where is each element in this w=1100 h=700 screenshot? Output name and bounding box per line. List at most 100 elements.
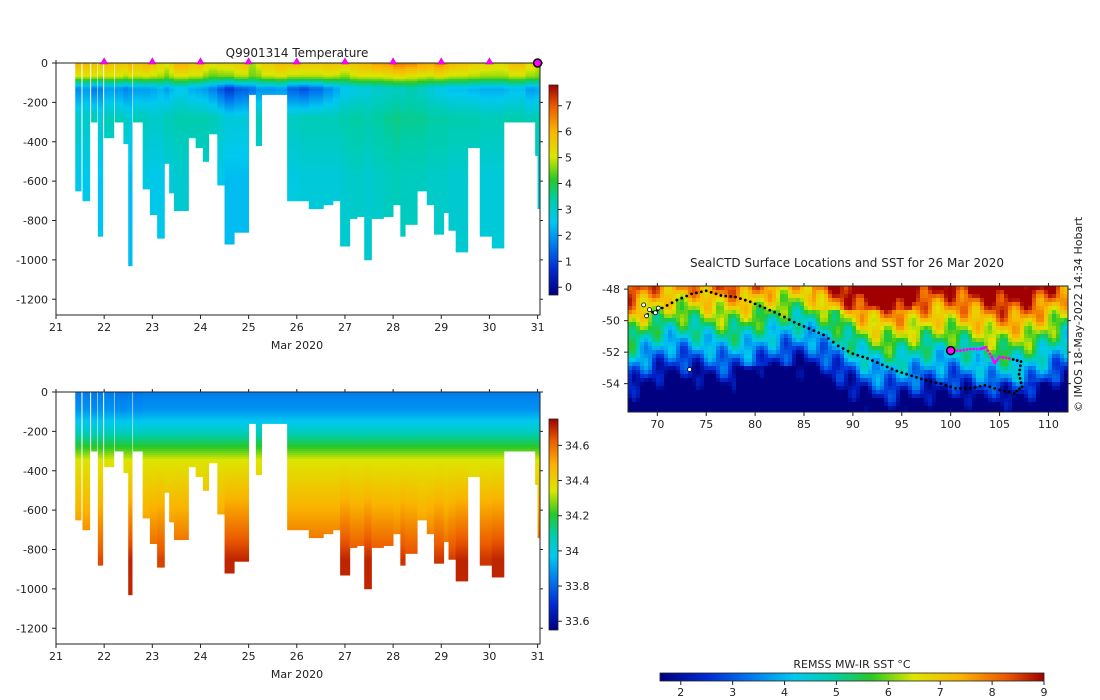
track-point bbox=[714, 292, 718, 296]
track-point bbox=[846, 349, 850, 353]
track-point bbox=[822, 333, 825, 337]
track-point bbox=[724, 294, 728, 298]
temperature-profile bbox=[82, 63, 91, 202]
salinity-profile bbox=[75, 392, 82, 521]
salinity-colorbar-tick-label: 33.8 bbox=[565, 580, 590, 593]
salinity-profile bbox=[208, 392, 218, 464]
salinity-y-tick-label: -200 bbox=[23, 425, 48, 438]
sst-map-track bbox=[641, 289, 1024, 395]
track-point bbox=[972, 347, 975, 351]
track-point bbox=[998, 388, 1001, 392]
track-point bbox=[900, 371, 904, 375]
salinity-y-tick-label: -400 bbox=[23, 465, 48, 478]
salinity-profile bbox=[535, 392, 538, 485]
salinity-profile bbox=[202, 392, 210, 491]
track-point bbox=[910, 374, 913, 378]
track-point bbox=[962, 348, 966, 352]
salinity-profile bbox=[123, 392, 129, 474]
salinity-profile bbox=[349, 392, 358, 548]
salinity-x-tick-label: 26 bbox=[290, 650, 304, 663]
sst-map-panel: SealCTD Surface Locations and SST for 26… bbox=[602, 216, 1085, 699]
temperature-profile bbox=[400, 63, 406, 237]
track-point bbox=[975, 347, 979, 351]
track-point bbox=[1015, 359, 1019, 362]
current-position-marker bbox=[945, 345, 956, 356]
temperature-colorbar-tick-label: 2 bbox=[565, 229, 572, 242]
sst-colorbar-fill bbox=[659, 672, 1045, 682]
sst-map-x-tick-label: 90 bbox=[846, 418, 860, 431]
track-point bbox=[802, 325, 806, 328]
track-point bbox=[949, 385, 953, 389]
track-point bbox=[929, 380, 933, 383]
track-point bbox=[965, 348, 969, 351]
temperature-colorbar-tick-label: 6 bbox=[565, 126, 572, 139]
temperature-profile bbox=[164, 63, 170, 164]
track-point bbox=[880, 363, 884, 367]
track-point bbox=[1001, 356, 1005, 359]
salinity-x-tick-label: 31 bbox=[531, 650, 545, 663]
salinity-profile bbox=[393, 392, 401, 535]
temperature-profile bbox=[173, 63, 189, 212]
track-point bbox=[959, 349, 962, 352]
salinity-profile bbox=[255, 392, 263, 476]
salinity-profile bbox=[169, 392, 175, 523]
salinity-profile bbox=[491, 392, 505, 578]
temperature-profile bbox=[217, 63, 225, 186]
track-point bbox=[939, 382, 943, 386]
salinity-colorbar-tick-label: 33.6 bbox=[565, 615, 590, 628]
temperature-profile bbox=[340, 63, 351, 247]
salinity-profile bbox=[443, 392, 449, 543]
surface-marker bbox=[100, 57, 109, 65]
track-point bbox=[665, 304, 669, 307]
track-point bbox=[783, 315, 786, 319]
track-point bbox=[729, 295, 733, 298]
sst-colorbar-tick-label: 9 bbox=[1041, 686, 1048, 699]
temperature-y-tick-label: -600 bbox=[23, 175, 48, 188]
surface-marker bbox=[244, 57, 253, 65]
salinity-profile bbox=[426, 392, 435, 535]
salinity-profile bbox=[104, 392, 115, 468]
track-point bbox=[924, 379, 928, 382]
salinity-profile bbox=[525, 392, 536, 452]
sst-map-y-ticks: -48 -50 -52 -54 bbox=[602, 283, 1071, 391]
track-point bbox=[734, 295, 737, 299]
track-point bbox=[685, 294, 689, 298]
track-point bbox=[993, 386, 997, 390]
sst-colorbar-tick-label: 3 bbox=[729, 686, 736, 699]
surface-marker bbox=[340, 57, 349, 65]
salinity-profile bbox=[97, 392, 104, 566]
temperature-y-tick-label: -1200 bbox=[16, 293, 48, 306]
track-point bbox=[851, 352, 855, 356]
track-point bbox=[773, 310, 777, 314]
track-point bbox=[836, 344, 840, 348]
sst-colorbar-tick-label: 6 bbox=[885, 686, 892, 699]
sst-map-y-tick-label: -48 bbox=[602, 283, 620, 296]
temperature-x-tick-label: 28 bbox=[386, 321, 400, 334]
salinity-x-tick-label: 27 bbox=[338, 650, 352, 663]
track-point bbox=[993, 361, 997, 365]
temperature-profile bbox=[104, 63, 115, 139]
temperature-profile bbox=[299, 63, 310, 202]
salinity-x-tick-label: 24 bbox=[193, 650, 207, 663]
track-point bbox=[968, 386, 972, 390]
salinity-colorbar: 33.6 33.8 34 34.2 34.4 34.6 bbox=[548, 418, 590, 631]
salinity-profile bbox=[299, 392, 310, 531]
sst-colorbar-tick-label: 7 bbox=[937, 686, 944, 699]
temperature-profile bbox=[393, 63, 401, 206]
temperature-colorbar-tick-label: 4 bbox=[565, 178, 572, 191]
salinity-heatmap bbox=[75, 392, 540, 596]
track-point bbox=[934, 381, 938, 384]
temperature-profile bbox=[91, 63, 98, 123]
sst-map-axes-frame bbox=[627, 285, 1069, 413]
sst-colorbar-label: REMSS MW-IR SST °C bbox=[793, 658, 911, 671]
sst-map-x-tick-label: 75 bbox=[699, 418, 713, 431]
track-point bbox=[996, 357, 1000, 361]
sst-map-y-tick-label: -54 bbox=[602, 378, 620, 391]
track-point bbox=[988, 385, 992, 389]
salinity-profile bbox=[503, 392, 510, 452]
track-point bbox=[743, 298, 747, 302]
salinity-profile bbox=[467, 392, 481, 478]
track-point bbox=[986, 349, 990, 352]
salinity-profile bbox=[332, 392, 341, 531]
temperature-profile bbox=[508, 63, 526, 123]
